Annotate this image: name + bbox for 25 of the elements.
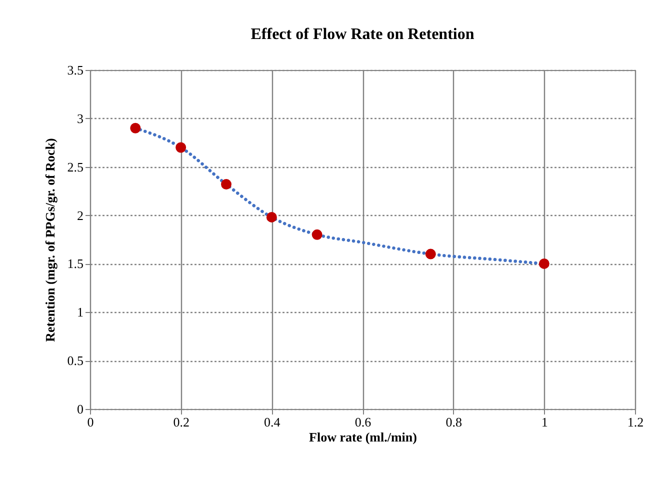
y-tick-label: 1 (77, 304, 84, 320)
point (176, 142, 186, 153)
x-tick-label: 0 (87, 414, 94, 430)
x-tick-label: 1 (541, 414, 548, 430)
point (130, 122, 141, 134)
x-tick-label: 0.2 (173, 414, 190, 430)
point (538, 258, 550, 269)
point (425, 248, 436, 260)
point (266, 212, 277, 222)
y-tick-label: 0 (77, 402, 84, 416)
y-tick-label: 2 (77, 208, 84, 223)
y-axis-title: Retention (mgr. of PPGs/gr. of Rock) (42, 138, 58, 342)
point (221, 179, 232, 190)
y-tick-label: 1.5 (67, 256, 84, 272)
chart-title: Effect of Flow Rate on Retention (250, 26, 474, 43)
x-tick-label: 0.4 (264, 414, 281, 430)
x-axis-title: Flow rate (ml./min) (309, 430, 417, 444)
y-tick-label: 2.5 (67, 159, 84, 174)
point (312, 229, 322, 240)
y-tick-label: 3 (77, 110, 84, 126)
x-tick-label: 1.2 (627, 414, 644, 430)
x-tick-label: 0.6 (354, 414, 372, 430)
y-tick-label: 0.5 (67, 353, 84, 368)
y-tick-label: 3.5 (67, 62, 84, 78)
x-tick-label: 0.8 (446, 414, 462, 430)
